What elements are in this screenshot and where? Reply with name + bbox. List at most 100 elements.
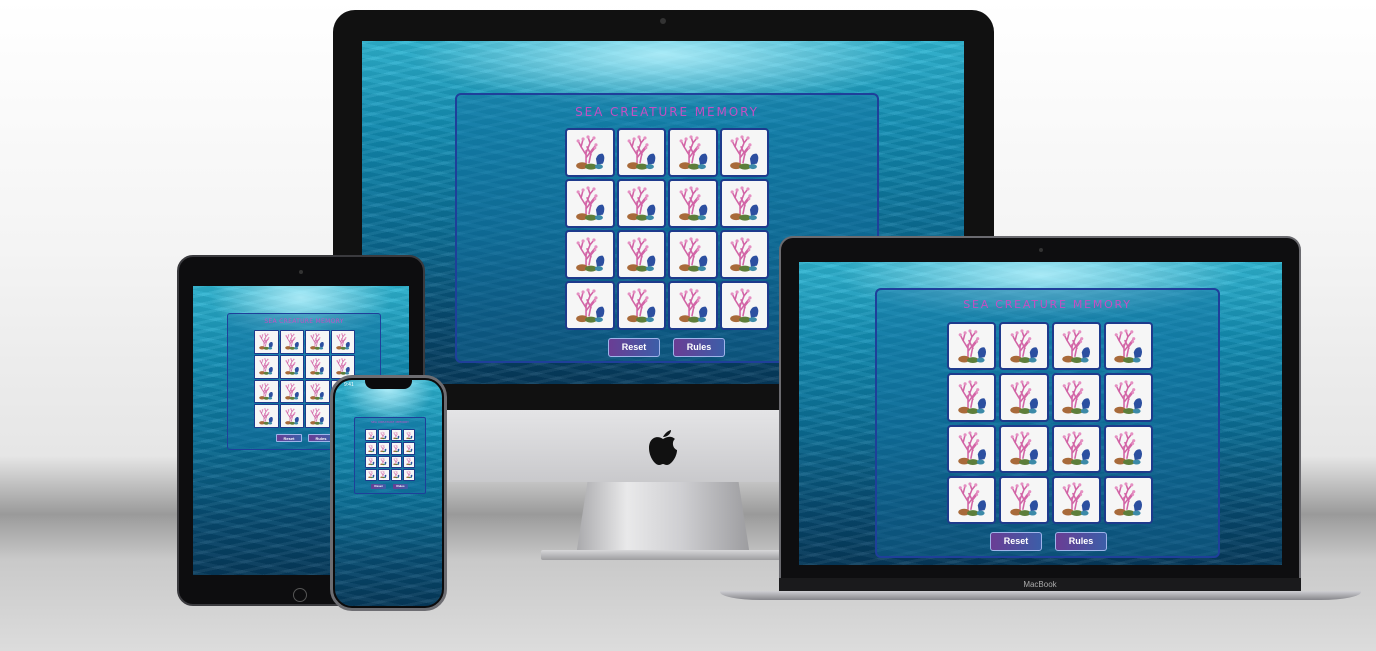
memory-card[interactable]: [305, 354, 330, 379]
home-button[interactable]: [293, 588, 307, 602]
memory-card[interactable]: [390, 468, 403, 481]
memory-card[interactable]: [565, 179, 615, 228]
memory-card[interactable]: [719, 179, 769, 228]
memory-card[interactable]: [254, 404, 279, 428]
memory-card[interactable]: [616, 281, 666, 330]
memory-card[interactable]: [305, 404, 330, 428]
memory-card[interactable]: [719, 281, 769, 330]
memory-card[interactable]: [999, 373, 1049, 422]
memory-card[interactable]: [565, 281, 615, 330]
memory-card[interactable]: [403, 468, 415, 481]
memory-card[interactable]: [947, 322, 997, 371]
memory-card[interactable]: [390, 455, 403, 468]
memory-card[interactable]: [1051, 475, 1101, 524]
memory-card[interactable]: [999, 475, 1049, 524]
rules-button[interactable]: Rules: [393, 484, 408, 489]
memory-card[interactable]: [616, 128, 666, 177]
coral-reef-icon: [367, 471, 374, 479]
memory-card[interactable]: [279, 354, 304, 379]
memory-card[interactable]: [390, 442, 403, 455]
memory-card[interactable]: [1103, 424, 1153, 473]
rules-button[interactable]: Rules: [673, 338, 725, 357]
memory-card[interactable]: [616, 179, 666, 228]
memory-card[interactable]: [377, 429, 390, 442]
memory-card[interactable]: [403, 455, 415, 468]
memory-card[interactable]: [947, 424, 997, 473]
coral-reef-icon: [393, 431, 400, 439]
memory-card[interactable]: [719, 128, 769, 177]
memory-card[interactable]: [279, 379, 304, 404]
coral-reef-icon: [730, 237, 759, 272]
reset-button[interactable]: Reset: [276, 434, 302, 442]
memory-card[interactable]: [279, 404, 304, 428]
coral-reef-icon: [406, 444, 413, 453]
memory-card[interactable]: [565, 230, 615, 279]
memory-card[interactable]: [999, 322, 1049, 371]
memory-card[interactable]: [330, 330, 355, 354]
coral-reef-icon: [1010, 380, 1038, 414]
coral-reef-icon: [285, 333, 299, 350]
coral-reef-icon: [575, 288, 605, 323]
memory-card[interactable]: [668, 179, 718, 228]
memory-card[interactable]: [377, 442, 390, 455]
coral-reef-icon: [380, 431, 387, 439]
coral-reef-icon: [678, 288, 708, 323]
game-title: SEA CREATURE MEMORY: [264, 318, 344, 325]
laptop-base: [720, 591, 1361, 600]
memory-card[interactable]: [947, 373, 997, 422]
memory-card[interactable]: [365, 455, 377, 468]
coral-reef-icon: [336, 358, 350, 375]
memory-card[interactable]: [254, 354, 279, 379]
phone-screen: 9:41 SEA CREATURE MEMORY Reset Rules: [335, 380, 442, 606]
phone-notch: [365, 380, 412, 389]
rules-button[interactable]: Rules: [1055, 532, 1107, 551]
memory-card[interactable]: [999, 424, 1049, 473]
memory-card[interactable]: [305, 330, 330, 354]
memory-card[interactable]: [279, 330, 304, 354]
memory-card[interactable]: [1051, 322, 1101, 371]
card-grid: [947, 322, 1153, 524]
coral-reef-icon: [259, 358, 274, 375]
memory-card[interactable]: [947, 475, 997, 524]
coral-reef-icon: [310, 358, 325, 375]
memory-card[interactable]: [365, 429, 377, 442]
memory-card[interactable]: [377, 455, 390, 468]
memory-card[interactable]: [719, 230, 769, 279]
coral-reef-icon: [367, 444, 374, 453]
card-grid: [365, 429, 415, 481]
memory-card[interactable]: [668, 230, 718, 279]
memory-card[interactable]: [1103, 322, 1153, 371]
memory-card[interactable]: [1103, 475, 1153, 524]
reset-button[interactable]: Reset: [608, 338, 660, 357]
memory-card[interactable]: [616, 230, 666, 279]
coral-reef-icon: [730, 186, 759, 221]
memory-card[interactable]: [390, 429, 403, 442]
memory-card[interactable]: [377, 468, 390, 481]
coral-reef-icon: [367, 431, 374, 439]
coral-reef-icon: [285, 407, 299, 425]
coral-reef-icon: [1062, 328, 1091, 363]
coral-reef-icon: [730, 135, 759, 170]
memory-card[interactable]: [403, 442, 415, 455]
memory-card[interactable]: [668, 281, 718, 330]
memory-card[interactable]: [1051, 373, 1101, 422]
game-title: SEA CREATURE MEMORY: [371, 420, 409, 424]
memory-card[interactable]: [565, 128, 615, 177]
memory-card[interactable]: [1051, 424, 1101, 473]
reset-button[interactable]: Reset: [990, 532, 1042, 551]
memory-card[interactable]: [305, 379, 330, 404]
memory-card[interactable]: [254, 330, 279, 354]
coral-reef-icon: [380, 444, 387, 453]
coral-reef-icon: [310, 382, 325, 400]
memory-card[interactable]: [365, 442, 377, 455]
memory-card[interactable]: [403, 429, 415, 442]
memory-card[interactable]: [1103, 373, 1153, 422]
coral-reef-icon: [406, 471, 413, 479]
memory-card[interactable]: [668, 128, 718, 177]
memory-card[interactable]: [365, 468, 377, 481]
coral-reef-icon: [627, 237, 656, 272]
memory-card[interactable]: [254, 379, 279, 404]
reset-button[interactable]: Reset: [371, 484, 386, 489]
coral-reef-icon: [380, 457, 387, 466]
coral-reef-icon: [259, 333, 274, 350]
